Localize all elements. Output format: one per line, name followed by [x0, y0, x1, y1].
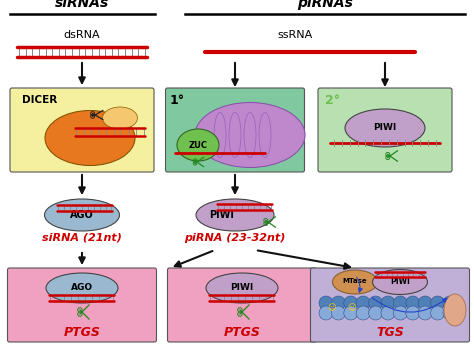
- Text: AGO: AGO: [71, 284, 93, 292]
- Text: piRNAs: piRNAs: [297, 0, 353, 10]
- Circle shape: [369, 306, 383, 320]
- FancyBboxPatch shape: [8, 268, 156, 342]
- Circle shape: [319, 306, 333, 320]
- Ellipse shape: [373, 269, 428, 295]
- Ellipse shape: [196, 199, 274, 231]
- Circle shape: [406, 296, 420, 310]
- FancyBboxPatch shape: [310, 268, 470, 342]
- Ellipse shape: [177, 129, 219, 161]
- FancyBboxPatch shape: [167, 268, 317, 342]
- Text: siRNA (21nt): siRNA (21nt): [42, 233, 122, 243]
- Text: PIWI: PIWI: [210, 210, 235, 220]
- Circle shape: [331, 306, 346, 320]
- Circle shape: [356, 306, 370, 320]
- Circle shape: [393, 306, 407, 320]
- Text: PIWI: PIWI: [390, 278, 410, 286]
- Ellipse shape: [102, 107, 137, 129]
- Text: ☺: ☺: [347, 303, 356, 313]
- Circle shape: [443, 306, 457, 320]
- Text: PIWI: PIWI: [374, 124, 397, 132]
- Circle shape: [381, 296, 395, 310]
- Circle shape: [443, 296, 457, 310]
- Text: TGS: TGS: [376, 325, 404, 338]
- Text: ssRNA: ssRNA: [277, 30, 313, 40]
- Circle shape: [393, 296, 407, 310]
- Ellipse shape: [206, 273, 278, 303]
- Text: ZUC: ZUC: [189, 141, 208, 149]
- Text: MTase: MTase: [343, 278, 367, 284]
- Circle shape: [356, 296, 370, 310]
- Ellipse shape: [195, 103, 305, 167]
- FancyBboxPatch shape: [10, 88, 154, 172]
- Circle shape: [344, 306, 358, 320]
- Text: siRNAs: siRNAs: [55, 0, 109, 10]
- Ellipse shape: [444, 294, 466, 326]
- FancyBboxPatch shape: [165, 88, 304, 172]
- Ellipse shape: [45, 199, 119, 231]
- Text: 1°: 1°: [170, 93, 185, 107]
- Circle shape: [430, 306, 445, 320]
- Text: PTGS: PTGS: [224, 325, 260, 338]
- Text: DICER: DICER: [22, 95, 57, 105]
- Text: PTGS: PTGS: [64, 325, 100, 338]
- Text: piRNA (23-32nt): piRNA (23-32nt): [184, 233, 286, 243]
- Circle shape: [430, 296, 445, 310]
- Ellipse shape: [46, 273, 118, 303]
- Circle shape: [344, 296, 358, 310]
- Text: PIWI: PIWI: [230, 284, 254, 292]
- Text: 2°: 2°: [325, 93, 340, 107]
- Ellipse shape: [345, 109, 425, 147]
- Text: dsRNA: dsRNA: [64, 30, 100, 40]
- Circle shape: [418, 306, 432, 320]
- FancyBboxPatch shape: [318, 88, 452, 172]
- Ellipse shape: [45, 110, 135, 166]
- Circle shape: [369, 296, 383, 310]
- Circle shape: [381, 306, 395, 320]
- Circle shape: [319, 296, 333, 310]
- Circle shape: [406, 306, 420, 320]
- Text: ☺: ☺: [328, 303, 337, 313]
- Text: AGO: AGO: [70, 210, 94, 220]
- Circle shape: [418, 296, 432, 310]
- Circle shape: [331, 296, 346, 310]
- Ellipse shape: [332, 270, 377, 294]
